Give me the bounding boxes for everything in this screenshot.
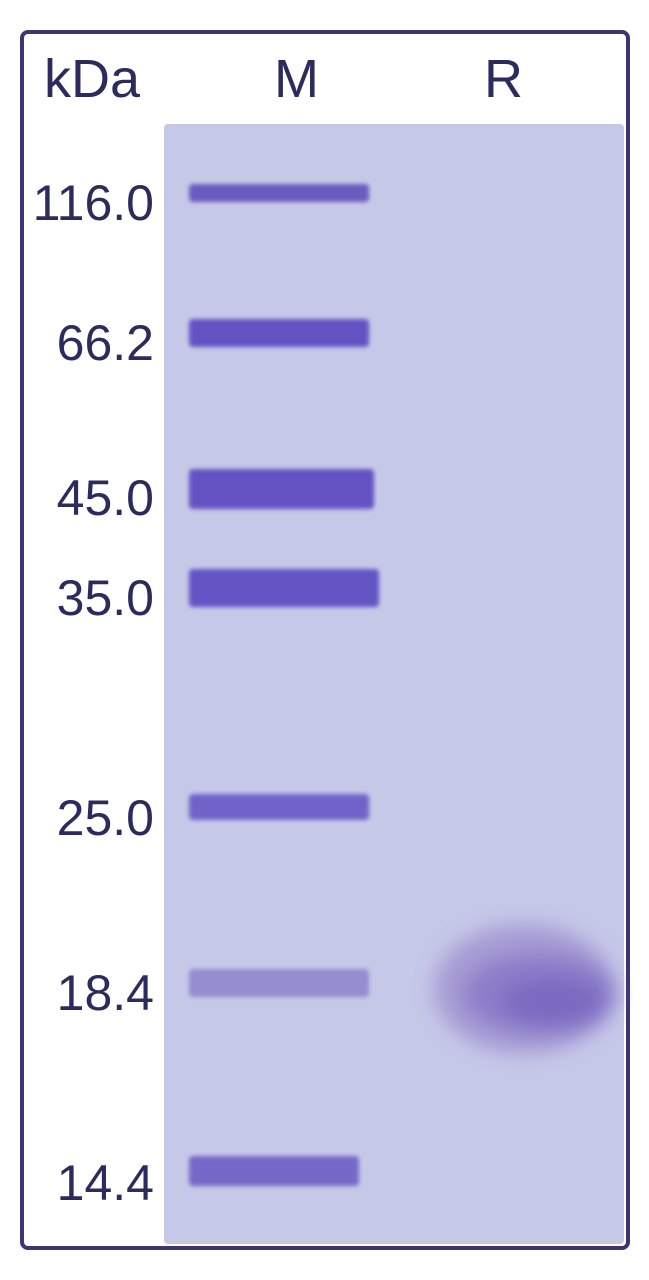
gel-body [164,124,624,1244]
lane-m-label: M [274,48,319,110]
mw-label: 66.2 [24,314,154,372]
marker-band [189,794,369,820]
lane-r-label: R [484,48,523,110]
marker-band [189,1156,359,1186]
marker-lane [184,124,384,1244]
marker-band [189,969,369,997]
mw-label: 25.0 [24,789,154,847]
mw-label: 45.0 [24,469,154,527]
mw-label: 18.4 [24,964,154,1022]
mw-label: 116.0 [24,174,154,232]
mw-label: 14.4 [24,1154,154,1212]
marker-band [189,319,369,347]
gel-header: kDa M R [24,34,626,124]
mw-label: 35.0 [24,569,154,627]
sample-lane [424,124,614,1244]
marker-band [189,469,374,509]
unit-label: kDa [44,48,140,110]
marker-band [189,184,369,202]
gel-image-frame: kDa M R 116.0 66.2 45.0 35.0 25.0 18.4 14.4 [20,30,630,1250]
marker-band [189,569,379,607]
sample-band [504,979,604,1024]
